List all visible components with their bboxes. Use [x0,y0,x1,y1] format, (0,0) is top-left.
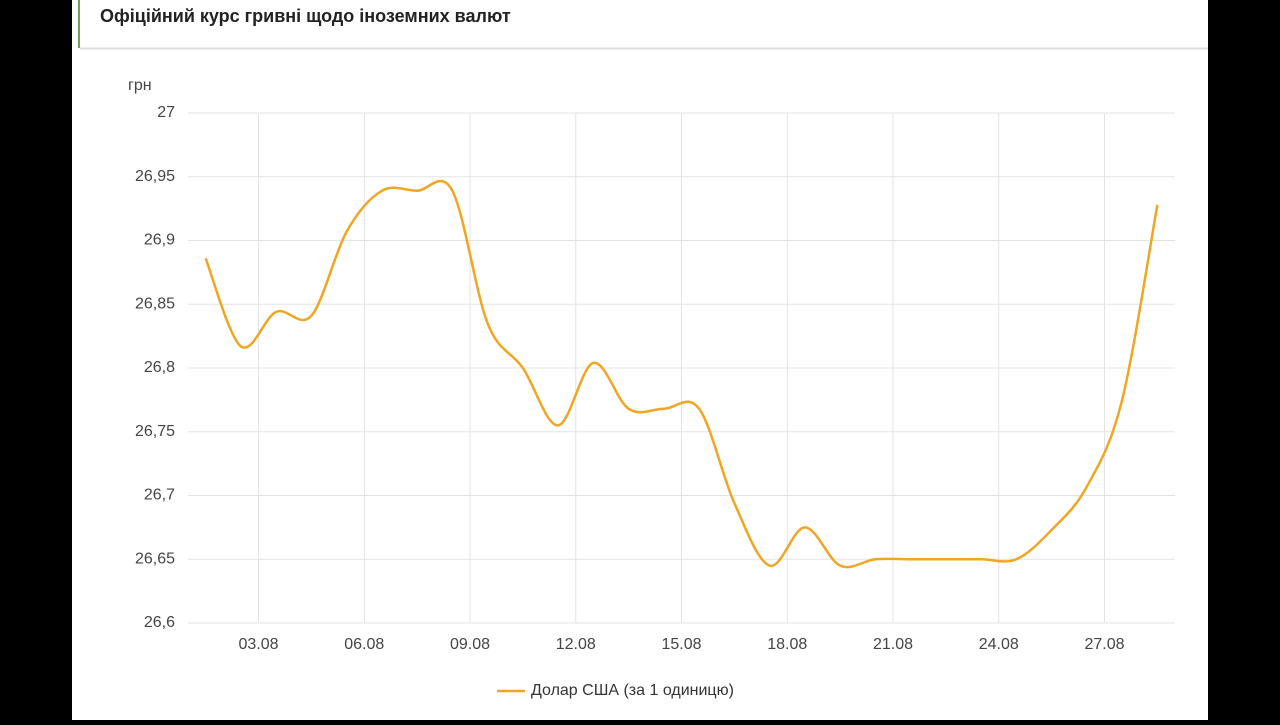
x-tick-label: 24.08 [979,636,1019,653]
x-tick-label: 06.08 [344,636,384,653]
y-tick-label: 26,6 [144,614,175,631]
y-axis-label: грн [128,77,152,94]
header-accent [78,0,80,48]
y-tick-label: 26,65 [135,550,175,567]
legend-label: Долар США (за 1 одиницю) [531,682,734,699]
x-tick-label: 15.08 [661,636,701,653]
y-tick-label: 26,95 [135,168,175,185]
y-tick-label: 26,75 [135,423,175,440]
y-tick-label: 26,9 [144,232,175,249]
x-tick-label: 09.08 [450,636,490,653]
x-tick-label: 03.08 [238,636,278,653]
y-tick-label: 26,85 [135,295,175,312]
x-tick-label: 21.08 [873,636,913,653]
y-tick-label: 27 [157,104,175,121]
y-tick-label: 26,7 [144,487,175,504]
x-tick-label: 18.08 [767,636,807,653]
x-tick-label: 12.08 [556,636,596,653]
header-title: Офіційний курс гривні щодо іноземних вал… [100,6,511,26]
panel [72,0,1208,720]
y-tick-label: 26,8 [144,359,175,376]
x-tick-label: 27.08 [1084,636,1124,653]
series-line [204,179,1159,569]
